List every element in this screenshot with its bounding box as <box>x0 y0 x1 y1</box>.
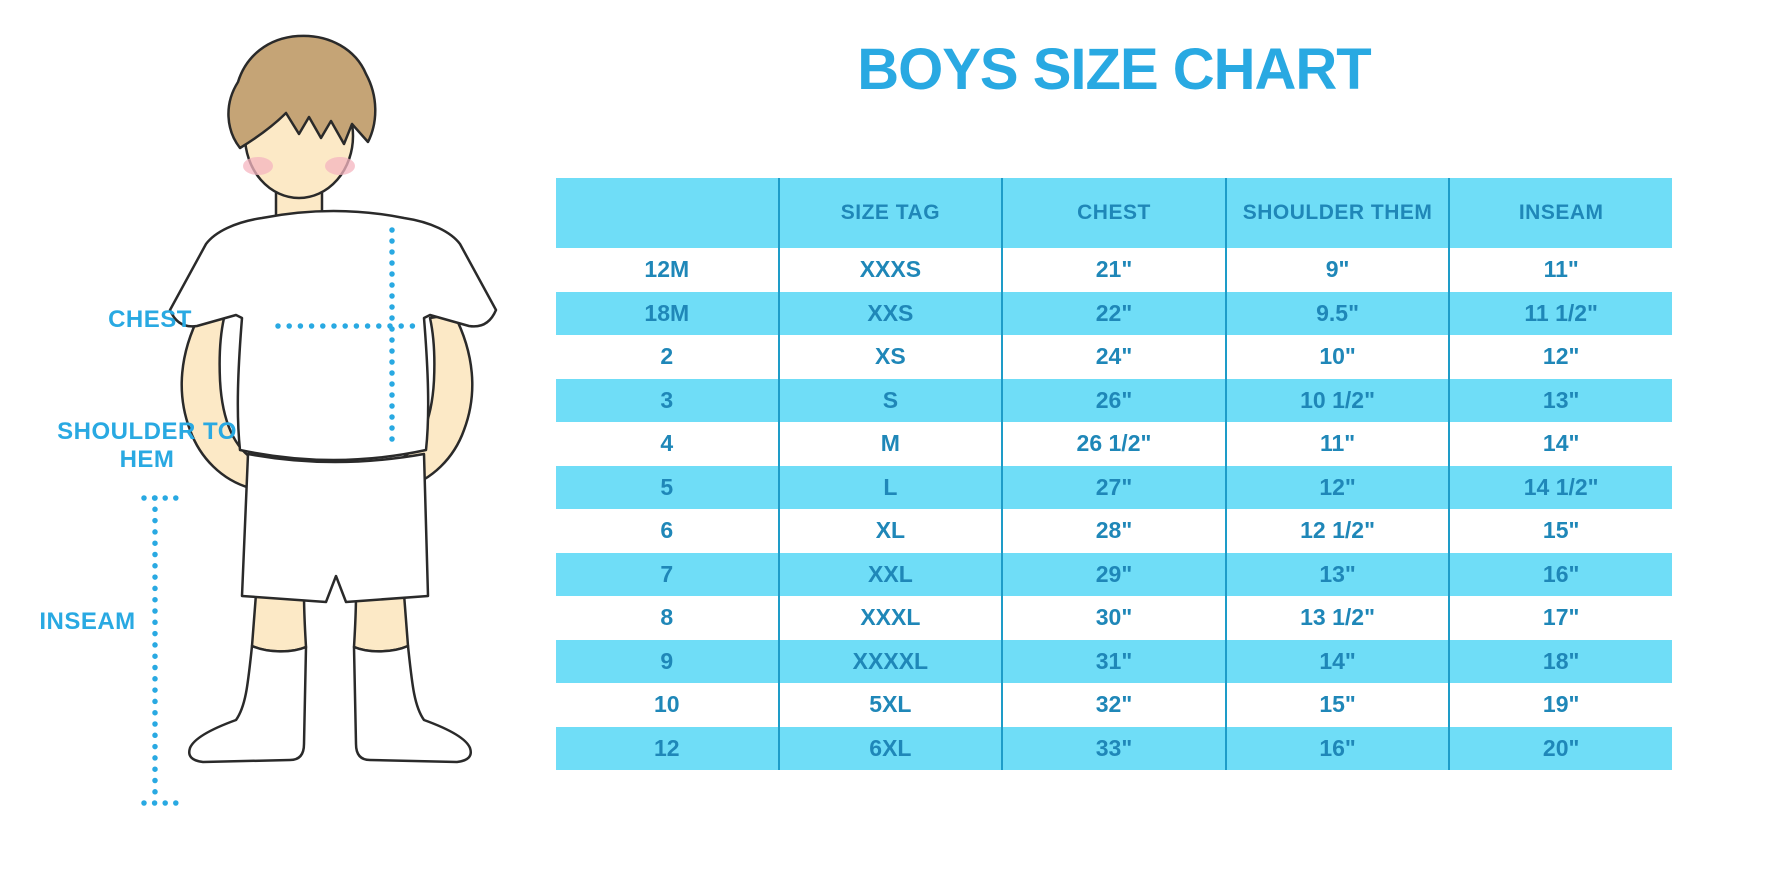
table-cell: 15" <box>1227 683 1451 727</box>
table-cell: 9 <box>556 639 780 683</box>
inseam-label: INSEAM <box>39 608 136 635</box>
table-cell: S <box>780 378 1004 422</box>
table-cell: 24" <box>1003 335 1227 379</box>
table-cell: 27" <box>1003 465 1227 509</box>
table-cell: 32" <box>1003 683 1227 727</box>
table-cell: 19" <box>1542 691 1580 718</box>
table-cell: 5 <box>556 465 780 509</box>
table-cell: L <box>780 465 1004 509</box>
table-cell: 28" <box>1003 509 1227 553</box>
table-cell: 29" <box>1003 552 1227 596</box>
size-table: SIZE TAG CHEST SHOULDER THEM INSEAM 12M XXXS… <box>556 178 1672 770</box>
table-cell: XXXL <box>780 596 1004 640</box>
chest-label: CHEST <box>108 306 192 333</box>
table-cell: 30" <box>1003 596 1227 640</box>
table-cell: XXS <box>780 291 1004 335</box>
table-cell: 11 1/2" <box>1524 299 1598 326</box>
table-cell: 18" <box>1542 647 1580 674</box>
table-cell: 14" <box>1227 639 1451 683</box>
table-cell: 15" <box>1542 517 1580 544</box>
boy-left-sock <box>188 644 308 764</box>
table-cell: 20" <box>1542 734 1580 761</box>
column-header: INSEAM <box>1518 201 1604 224</box>
table-row: 6 XL 28" 12 1/2" 15" <box>556 509 1672 553</box>
table-cell: 26" <box>1003 378 1227 422</box>
table-cell: 13" <box>1227 552 1451 596</box>
table-cell: 10 <box>556 683 780 727</box>
table-cell: 7 <box>556 552 780 596</box>
table-cell: XL <box>780 509 1004 553</box>
boy-blush <box>243 157 355 175</box>
boy-hair <box>227 34 377 150</box>
table-cell: 10" <box>1227 335 1451 379</box>
boy-left-leg <box>250 592 308 653</box>
table-row: 12 6XL 33" 16" 20" <box>556 726 1672 770</box>
column-header: SIZE TAG <box>780 178 1004 248</box>
table-cell: 5XL <box>780 683 1004 727</box>
table-row: 4 M 26 1/2" 11" 14" <box>556 422 1672 466</box>
table-cell: 21" <box>1003 248 1227 292</box>
column-header <box>556 178 780 248</box>
table-row: 9 XXXXL 31" 14" 18" <box>556 639 1672 683</box>
page-title: BOYS SIZE CHART <box>857 37 1372 102</box>
table-cell: 12 <box>556 726 780 770</box>
table-row: 5 L 27" 12" 14 1/2" <box>556 465 1672 509</box>
table-row: 3 S 26" 10 1/2" 13" <box>556 378 1672 422</box>
table-cell: 26 1/2" <box>1003 422 1227 466</box>
boy-right-sock <box>352 644 472 764</box>
table-cell: 22" <box>1003 291 1227 335</box>
table-cell: 12 1/2" <box>1227 509 1451 553</box>
table-cell: 6XL <box>780 726 1004 770</box>
table-row: 18M XXS 22" 9.5" 11 1/2" <box>556 291 1672 335</box>
table-cell: 33" <box>1003 726 1227 770</box>
table-cell: XS <box>780 335 1004 379</box>
table-row: 12M XXXS 21" 9" 11" <box>556 248 1672 292</box>
table-cell: 12M <box>556 248 780 292</box>
boy-shorts <box>240 452 430 604</box>
table-cell: 17" <box>1542 604 1580 631</box>
table-cell: XXL <box>780 552 1004 596</box>
table-row: 2 XS 24" 10" 12" <box>556 335 1672 379</box>
boy-shirt <box>168 209 498 462</box>
shoulder-to-hem-label: SHOULDER TO HEM <box>57 418 237 473</box>
table-body: 12M XXXS 21" 9" 11" 18M XXS 22" 9.5" 11 1/2" 2 XS 24… <box>556 248 1672 770</box>
table-cell: 8 <box>556 596 780 640</box>
table-cell: 10 1/2" <box>1227 378 1451 422</box>
table-cell: 14 1/2" <box>1523 473 1599 500</box>
table-row: 8 XXXL 30" 13 1/2" 17" <box>556 596 1672 640</box>
table-cell: M <box>780 422 1004 466</box>
table-row: 7 XXL 29" 13" 16" <box>556 552 1672 596</box>
boy-illustration <box>141 34 498 806</box>
table-row: 10 5XL 32" 15" 19" <box>556 683 1672 727</box>
column-header: CHEST <box>1003 178 1227 248</box>
table-cell: 16" <box>1542 560 1580 587</box>
table-cell: XXXS <box>780 248 1004 292</box>
table-cell: 11" <box>1227 422 1451 466</box>
table-cell: 12" <box>1542 343 1580 370</box>
table-cell: 9.5" <box>1227 291 1451 335</box>
table-cell: 4 <box>556 422 780 466</box>
table-cell: XXXXL <box>780 639 1004 683</box>
table-cell: 11" <box>1543 256 1579 283</box>
table-cell: 3 <box>556 378 780 422</box>
table-cell: 9" <box>1227 248 1451 292</box>
column-header: SHOULDER THEM <box>1227 178 1451 248</box>
table-cell: 31" <box>1003 639 1227 683</box>
table-cell: 6 <box>556 509 780 553</box>
table-cell: 18M <box>556 291 780 335</box>
table-cell: 13" <box>1542 386 1580 413</box>
table-cell: 16" <box>1227 726 1451 770</box>
table-cell: 13 1/2" <box>1227 596 1451 640</box>
table-cell: 2 <box>556 335 780 379</box>
table-header-row: SIZE TAG CHEST SHOULDER THEM INSEAM <box>556 178 1672 248</box>
boy-right-leg <box>352 592 410 653</box>
table-cell: 12" <box>1227 465 1451 509</box>
table-cell: 14" <box>1542 430 1580 457</box>
